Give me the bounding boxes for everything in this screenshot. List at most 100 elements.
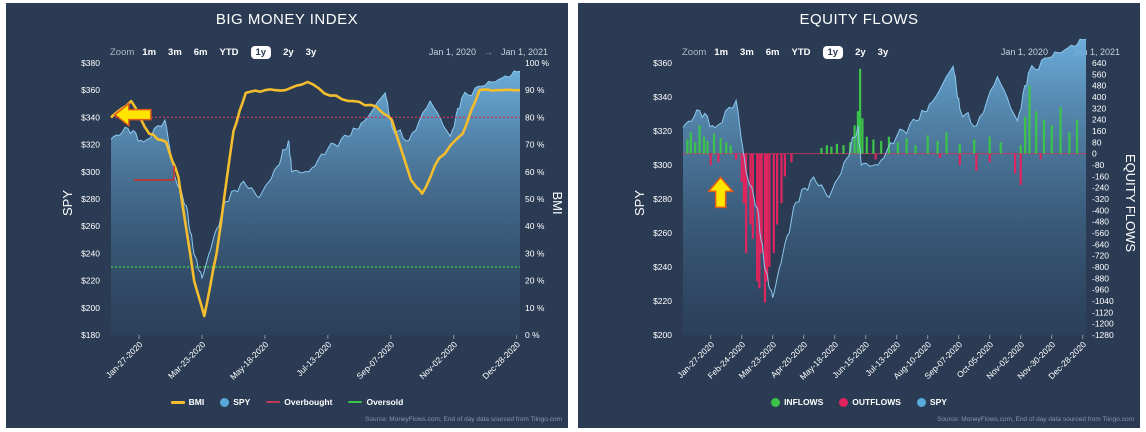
flows-zoom-2y-button[interactable]: 2y bbox=[855, 46, 866, 58]
bmi-y-tick-label: $220 bbox=[81, 276, 100, 286]
bmi-zoom-6m-button[interactable]: 6m bbox=[193, 46, 208, 58]
flows-chart-svg: $200 $220 $240 $260 $280 $300 $320 $340 $360 640… bbox=[632, 38, 1138, 382]
flows-zoom-row: Zoom 1m 3m 6m YTD 1y 2y 3y bbox=[682, 44, 900, 60]
flows-y2-tick-label: 320 bbox=[1092, 103, 1106, 113]
bmi-x-tick-label: Nov-02-2020 bbox=[417, 339, 459, 381]
bmi-y-tick-label: $340 bbox=[81, 112, 100, 122]
bmi-y2-tick-label: 60 % bbox=[525, 167, 545, 177]
bmi-x-tick-label: May-18-2020 bbox=[228, 339, 271, 382]
flows-legend-outflows[interactable]: OUTFLOWS bbox=[839, 397, 901, 407]
flows-legend-spy[interactable]: SPY bbox=[916, 397, 947, 407]
flows-zoom-ytd-button[interactable]: YTD bbox=[791, 46, 811, 58]
bmi-legend-bmi[interactable]: BMI bbox=[170, 397, 204, 407]
flows-y2-tick-label: -240 bbox=[1092, 183, 1109, 193]
flows-y2-tick-label: -640 bbox=[1092, 239, 1109, 249]
flows-y2-tick-label: 160 bbox=[1092, 126, 1106, 136]
bmi-range-from[interactable]: Jan 1, 2020 bbox=[428, 47, 476, 57]
flows-y2-tick-label: -1040 bbox=[1092, 296, 1114, 306]
outflow-bar bbox=[790, 153, 793, 163]
flows-chart-panel: EQUITY FLOWS Zoom 1m 3m 6m YTD 1y 2y 3y … bbox=[578, 3, 1140, 428]
inflow-bar bbox=[958, 143, 961, 154]
bmi-legend-overbought[interactable]: Overbought bbox=[266, 397, 332, 407]
flows-zoom-1m-button[interactable]: 1m bbox=[714, 46, 729, 58]
inflow-bar bbox=[820, 148, 823, 154]
flows-y2-tick-label: 560 bbox=[1092, 69, 1106, 79]
flows-zoom-1y-button[interactable]: 1y bbox=[822, 45, 844, 59]
bmi-y-tick-label: $300 bbox=[81, 167, 100, 177]
flows-y2-tick-label: 480 bbox=[1092, 81, 1106, 91]
flows-y-tick-label: $280 bbox=[653, 194, 672, 204]
flows-y2-tick-label: -80 bbox=[1092, 160, 1105, 170]
flows-y-tick-label: $320 bbox=[653, 126, 672, 136]
bmi-zoom-1m-button[interactable]: 1m bbox=[142, 46, 157, 58]
outflow-bar bbox=[760, 153, 763, 253]
flows-y-tick-label: $260 bbox=[653, 228, 672, 238]
inflow-bar bbox=[1042, 119, 1045, 154]
outflow-bar bbox=[735, 153, 738, 160]
flows-source-note: Source: MoneyFlows.com, End of day data … bbox=[937, 416, 1134, 423]
flows-y2-tick-label: -480 bbox=[1092, 217, 1109, 227]
flows-y2-tick-label: -960 bbox=[1092, 285, 1109, 295]
flows-spy-area bbox=[683, 39, 1086, 335]
flows-zoom-3m-button[interactable]: 3m bbox=[740, 46, 754, 58]
outflow-bar bbox=[780, 153, 783, 204]
flows-y2-tick-label: -560 bbox=[1092, 228, 1109, 238]
inflow-bar bbox=[689, 132, 692, 154]
outflow-bar bbox=[874, 153, 877, 160]
inflow-bar bbox=[865, 136, 868, 154]
outflow-bar bbox=[1019, 153, 1022, 185]
inflow-bar bbox=[1068, 132, 1071, 154]
bmi-y2-axis-title: BMI bbox=[550, 191, 565, 214]
flows-y-tick-label: $340 bbox=[653, 92, 672, 102]
outflow-bar bbox=[1039, 153, 1042, 160]
inflow-bar bbox=[914, 145, 917, 154]
outflow-bar bbox=[749, 153, 752, 225]
bmi-chart-panel: BIG MONEY INDEX Zoom 1m 3m 6m YTD 1y 2y … bbox=[6, 3, 568, 428]
inflow-bar bbox=[694, 142, 697, 154]
outflow-bar bbox=[751, 153, 754, 239]
bmi-y-tick-label: $200 bbox=[81, 303, 100, 313]
bmi-y2-tick-label: 90 % bbox=[525, 85, 545, 95]
spy-area bbox=[111, 71, 520, 335]
flows-legend: INFLOWS OUTFLOWS SPY bbox=[578, 397, 1140, 407]
bmi-zoom-2y-button[interactable]: 2y bbox=[283, 46, 294, 58]
inflow-bar bbox=[880, 140, 883, 154]
bmi-x-tick-label: Jul-13-2020 bbox=[294, 339, 333, 378]
inflow-bar bbox=[926, 135, 929, 154]
bmi-range-arrow: → bbox=[483, 47, 493, 57]
bmi-range-to[interactable]: Jan 1, 2021 bbox=[500, 47, 548, 57]
outflow-bar bbox=[1014, 153, 1017, 174]
inflow-bar bbox=[1076, 119, 1079, 154]
inflow-bar bbox=[1019, 145, 1022, 154]
bmi-zoom-1y-button[interactable]: 1y bbox=[250, 45, 272, 59]
bmi-zoom-ytd-button[interactable]: YTD bbox=[219, 46, 239, 58]
inflow-bar bbox=[1050, 125, 1053, 154]
flows-legend-inflows[interactable]: INFLOWS bbox=[771, 397, 823, 407]
inflow-bar bbox=[936, 140, 939, 154]
flows-zoom-3y-button[interactable]: 3y bbox=[877, 46, 889, 58]
inflow-bar bbox=[905, 138, 908, 154]
bmi-legend-oversold[interactable]: Oversold bbox=[348, 397, 403, 407]
flows-y2-tick-label: 240 bbox=[1092, 115, 1106, 125]
outflow-bar bbox=[742, 153, 745, 204]
bmi-y2-tick-label: 0 % bbox=[525, 330, 540, 340]
flows-range-from[interactable]: Jan 1, 2020 bbox=[1000, 47, 1048, 57]
bmi-legend-spy[interactable]: SPY bbox=[220, 397, 250, 407]
inflow-bar bbox=[872, 139, 875, 154]
outflow-bar bbox=[783, 153, 786, 177]
up-arrow-icon bbox=[707, 176, 735, 209]
bmi-y-tick-label: $240 bbox=[81, 248, 100, 258]
bmi-zoom-3y-button[interactable]: 3y bbox=[305, 46, 317, 58]
flows-y2-tick-label: 80 bbox=[1092, 137, 1102, 147]
bmi-zoom-label: Zoom bbox=[110, 46, 135, 58]
flows-zoom-6m-button[interactable]: 6m bbox=[765, 46, 780, 58]
outflow-bar bbox=[958, 153, 961, 165]
flows-range-to[interactable]: Jan 1, 2021 bbox=[1072, 47, 1120, 57]
bmi-y2-tick-label: 100 % bbox=[525, 58, 550, 68]
bmi-zoom-3m-button[interactable]: 3m bbox=[168, 46, 182, 58]
bmi-y2-tick-label: 20 % bbox=[525, 276, 545, 286]
outflow-bar bbox=[766, 153, 769, 282]
bmi-x-tick-label: Sep-07-2020 bbox=[354, 339, 396, 381]
bmi-y2-tick-label: 80 % bbox=[525, 112, 545, 122]
bmi-y2-tick-label: 30 % bbox=[525, 248, 545, 258]
